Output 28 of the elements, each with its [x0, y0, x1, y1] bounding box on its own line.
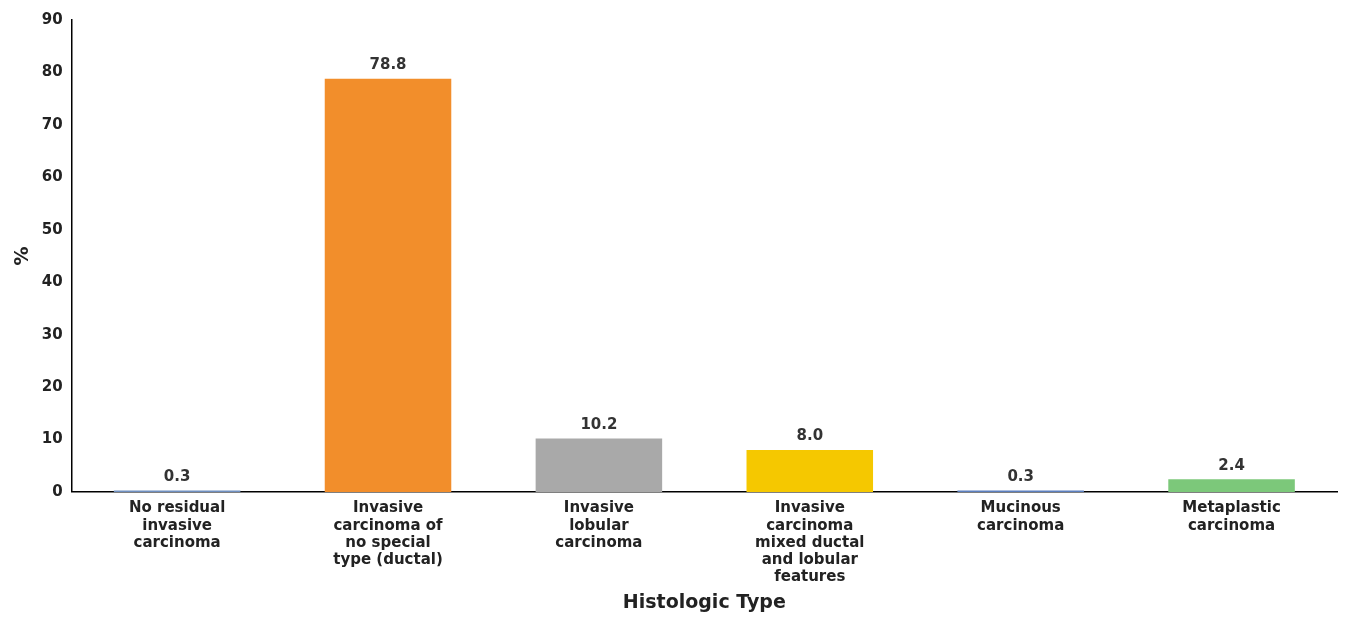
x-tick-label: No residual invasive carcinoma	[128, 498, 226, 551]
x-tick-label: Metaplastic carcinoma	[1182, 498, 1281, 534]
y-tick-label: 50	[41, 219, 63, 238]
y-tick-label: 20	[41, 376, 63, 395]
x-tick-label: Mucinous carcinoma	[977, 498, 1065, 534]
data-label: 0.3	[1007, 466, 1034, 485]
bar	[324, 78, 452, 492]
x-axis-title: Histologic Type	[622, 589, 786, 612]
y-tick-label: 80	[41, 62, 63, 81]
data-label: 10.2	[580, 414, 618, 433]
data-label: 0.3	[163, 466, 191, 485]
bar	[746, 450, 874, 492]
x-tick-label: Invasive carcinoma of no special type (ductal)	[333, 498, 444, 569]
data-label: 78.8	[369, 55, 407, 74]
y-tick-label: 10	[41, 429, 63, 448]
y-axis-title: %	[10, 246, 33, 266]
bar	[535, 438, 663, 492]
bar	[1168, 479, 1295, 492]
x-tick-label: Invasive lobular carcinoma	[555, 498, 643, 551]
y-tick-label: 70	[41, 114, 63, 133]
y-tick-label: 60	[41, 167, 63, 186]
y-tick-label: 0	[52, 481, 63, 500]
data-label: 8.0	[796, 426, 824, 445]
y-tick-label: 30	[41, 324, 63, 343]
y-tick-label: 90	[41, 9, 63, 28]
data-label: 2.4	[1218, 455, 1245, 474]
y-tick-label: 40	[41, 272, 63, 291]
x-tick-label: Invasive carcinoma mixed ductal and lobular features	[755, 498, 865, 586]
